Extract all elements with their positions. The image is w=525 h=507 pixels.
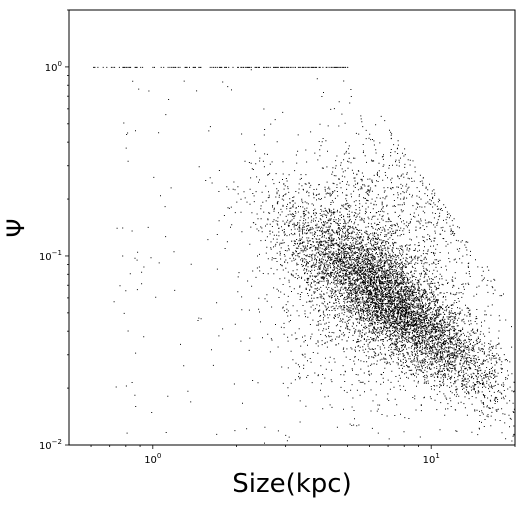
x-tick-label: 101 xyxy=(423,452,440,466)
scatter-point-set xyxy=(93,66,515,444)
axis-ticks: 100 101 10−2 10−1 100 xyxy=(39,9,516,466)
y-tick-label: 100 xyxy=(45,60,62,74)
scatter-points xyxy=(93,66,515,444)
y-tick-label: 10−1 xyxy=(39,249,62,263)
x-axis-label: Size(kpc) xyxy=(232,469,352,499)
plot-frame xyxy=(68,9,516,446)
y-axis-label: Ψ xyxy=(2,219,30,238)
y-tick-label: 10−2 xyxy=(39,438,62,452)
x-tick-label: 100 xyxy=(144,452,161,466)
